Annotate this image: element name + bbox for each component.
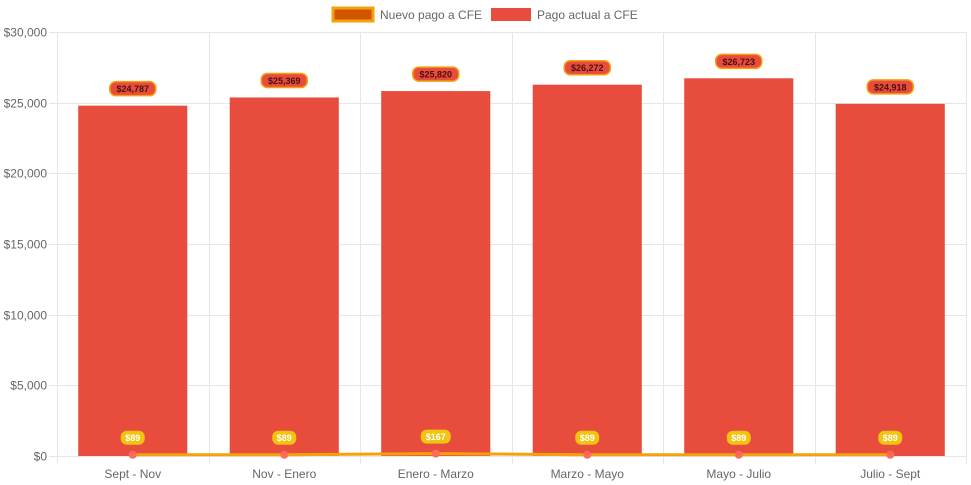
- line-point: [280, 450, 289, 459]
- bar-data-label: $24,918: [874, 82, 907, 92]
- line-label-badge: [272, 430, 297, 445]
- bar-label-badge: [260, 72, 308, 89]
- legend-swatch-line: [331, 6, 375, 23]
- line-label-badge: [878, 430, 903, 445]
- y-tick-label: $15,000: [4, 238, 48, 252]
- x-tick-label: Nov - Enero: [252, 467, 316, 481]
- line-data-label: $167: [426, 432, 446, 442]
- line-data-label: $89: [883, 433, 898, 443]
- data-labels: $24,787 $25,369 $25,820 $26,272 $26,723 $24,9…: [109, 53, 914, 445]
- bar: [532, 84, 642, 457]
- line-data-label: $89: [580, 433, 595, 443]
- y-tick-label: $30,000: [4, 26, 48, 40]
- legend-swatch-bar: [491, 8, 531, 21]
- line-series: [128, 449, 895, 459]
- bar-data-label: $24,787: [116, 84, 149, 94]
- bar-series: [78, 78, 945, 457]
- legend: Nuevo pago a CFE Pago actual a CFE: [331, 6, 638, 23]
- bar-data-label: $25,369: [268, 76, 301, 86]
- y-tick-label: $25,000: [4, 97, 48, 111]
- x-tick-label: Mayo - Julio: [706, 467, 771, 481]
- x-tick-label: Marzo - Mayo: [551, 467, 625, 481]
- bar: [835, 103, 945, 457]
- line-point: [583, 450, 592, 459]
- line-data-label: $89: [731, 433, 746, 443]
- line-point: [431, 449, 440, 458]
- y-axis: $0 $5,000 $10,000 $15,000 $20,000 $25,000 $30,…: [4, 26, 48, 464]
- x-tick-label: Enero - Marzo: [398, 467, 474, 481]
- bar-label-badge: [109, 80, 157, 97]
- bar-label-badge: [715, 53, 763, 70]
- bar-label-badge: [412, 66, 460, 82]
- x-axis: Sept - Nov Nov - Enero Enero - Marzo Marzo …: [104, 467, 921, 481]
- legend-label-bar: Pago actual a CFE: [537, 8, 638, 22]
- x-tick-label: Julio - Sept: [860, 467, 921, 481]
- line-point: [734, 450, 743, 459]
- bar: [78, 105, 188, 456]
- line-path: [132, 452, 891, 457]
- bar-data-label: $26,272: [571, 63, 604, 73]
- y-tick-label: $10,000: [4, 309, 48, 323]
- line-data-label: $89: [125, 433, 140, 443]
- line-label-badge: [420, 429, 451, 444]
- bar: [229, 97, 339, 456]
- bar: [381, 91, 491, 456]
- line-label-badge: [575, 430, 600, 445]
- bar-data-label: $25,820: [419, 70, 452, 80]
- y-tick-label: $0: [34, 450, 48, 464]
- x-tick-label: Sept - Nov: [104, 467, 161, 481]
- bar-label-badge: [563, 59, 611, 76]
- line-label-badge: [120, 430, 145, 445]
- line-point: [886, 450, 895, 459]
- bar-data-label: $26,723: [722, 57, 755, 67]
- line-label-badge: [726, 430, 751, 445]
- legend-label-line: Nuevo pago a CFE: [380, 8, 482, 22]
- bar: [684, 78, 794, 456]
- line-point: [128, 450, 137, 459]
- y-tick-label: $20,000: [4, 167, 48, 181]
- bar-label-badge: [866, 79, 914, 95]
- grid-lines: [49, 32, 967, 464]
- line-data-label: $89: [277, 433, 292, 443]
- y-tick-label: $5,000: [10, 379, 47, 393]
